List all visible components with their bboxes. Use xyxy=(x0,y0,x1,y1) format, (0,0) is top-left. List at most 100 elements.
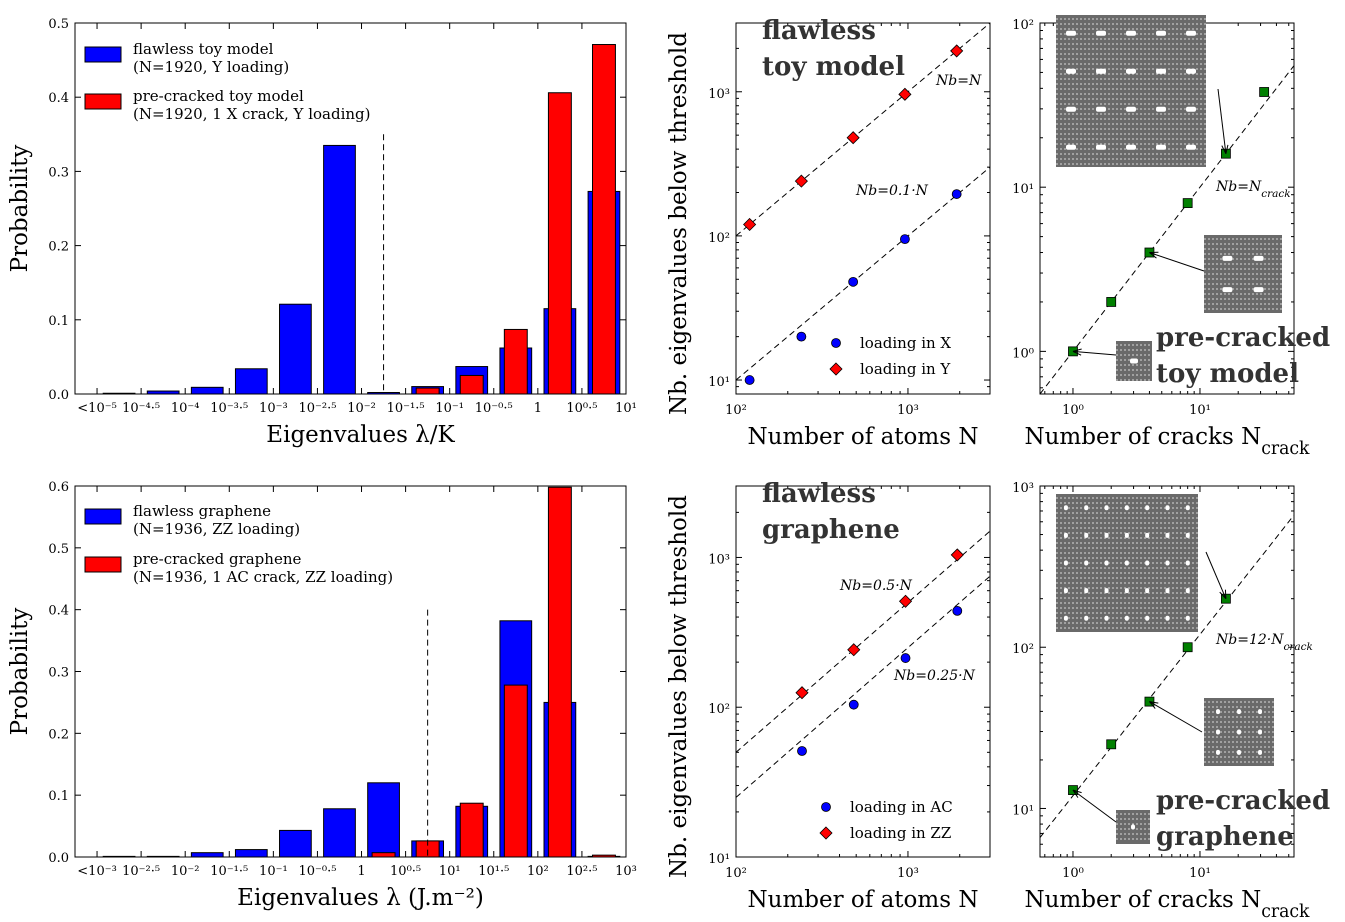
y-tick-label: 10³ xyxy=(708,552,730,567)
y-tick-label: 10¹ xyxy=(1012,803,1034,818)
lattice-crack xyxy=(1124,560,1129,566)
fit-annotation: Nb=N xyxy=(935,73,982,89)
y-tick-label: 10¹ xyxy=(708,852,730,867)
plot-frame xyxy=(1039,485,1295,858)
x-tick-label: 10⁻¹·⁵ xyxy=(387,401,425,416)
y-tick-label: 0.3 xyxy=(48,165,69,180)
lattice-crack xyxy=(1156,144,1166,150)
lattice-crack xyxy=(1126,68,1136,74)
lattice-crack xyxy=(1186,68,1196,74)
x-tick-label: 10⁰·⁵ xyxy=(566,401,597,416)
lattice-crack xyxy=(1126,144,1136,150)
lattice-fill xyxy=(1204,235,1282,313)
y-tick-label: 0.5 xyxy=(48,17,69,32)
y-tick-label: 0.0 xyxy=(48,851,69,866)
data-point xyxy=(847,643,861,657)
inset-arrow xyxy=(1072,350,1117,356)
lattice-crack xyxy=(1237,709,1241,715)
legend-note: (N=1920, 1 X crack, Y loading) xyxy=(133,105,371,123)
inset-arrowhead xyxy=(1149,251,1159,259)
lattice-fill xyxy=(1056,15,1206,167)
legend-swatch-red xyxy=(84,93,122,110)
fit-annotation: Nb=0.5·N xyxy=(839,578,913,594)
lattice-crack xyxy=(1063,588,1068,594)
x-tick-label: 10⁻¹ xyxy=(259,864,288,879)
legend-note: (N=1936, 1 AC crack, ZZ loading) xyxy=(133,568,393,586)
x-axis-label: Number of atoms N xyxy=(748,887,979,913)
legend-label: pre-cracked toy model xyxy=(133,87,304,105)
inset-arrow xyxy=(1205,551,1227,599)
x-axis-label: Eigenvalues λ (J.m⁻²) xyxy=(237,885,484,911)
x-tick-label: 10⁻⁰·⁵ xyxy=(298,864,336,879)
y-axis-label: Probability xyxy=(7,608,33,736)
y-tick-label: 10¹ xyxy=(1012,182,1034,197)
lattice-crack xyxy=(1237,729,1241,735)
inset-arrow xyxy=(1072,789,1117,823)
lattice-crack xyxy=(1063,532,1068,538)
legend-label: loading in Y xyxy=(860,360,951,378)
lattice-crack xyxy=(1084,560,1089,566)
lattice-crack xyxy=(1258,749,1262,755)
data-point xyxy=(794,174,808,188)
data-point xyxy=(848,699,859,710)
data-point xyxy=(898,594,913,608)
panel-title: toy model xyxy=(1156,359,1299,389)
x-tick-label: 10⁻²·⁵ xyxy=(298,401,336,416)
lattice-crack xyxy=(1104,615,1109,621)
lattice-crack xyxy=(1084,532,1089,538)
x-tick-label: 10² xyxy=(725,403,747,418)
x-tick-label: <10⁻³ xyxy=(77,864,117,879)
y-tick-label: 0.2 xyxy=(48,727,69,742)
lattice-crack xyxy=(1222,287,1233,293)
lattice-crack xyxy=(1186,106,1196,112)
lattice-crack xyxy=(1066,106,1076,112)
data-point xyxy=(829,362,843,376)
bar-red xyxy=(547,486,572,858)
x-tick-label: 10²·⁵ xyxy=(566,864,597,879)
lattice-crack xyxy=(1156,30,1166,36)
lattice-crack xyxy=(1165,560,1170,566)
x-tick-label: 10³ xyxy=(897,403,919,418)
lattice-crack xyxy=(1216,749,1220,755)
bar-blue xyxy=(190,852,224,858)
lattice-crack xyxy=(1084,588,1089,594)
data-point xyxy=(950,548,964,562)
y-tick-label: 0.1 xyxy=(48,789,69,804)
lattice-crack xyxy=(1063,560,1068,566)
bar-red xyxy=(503,684,528,858)
legend-note: (N=1920, Y loading) xyxy=(133,58,289,76)
lattice-crack xyxy=(1063,615,1068,621)
lattice-crack xyxy=(1258,709,1262,715)
data-point xyxy=(1106,739,1117,750)
legend-label: flawless graphene xyxy=(133,502,271,520)
lattice-crack xyxy=(1084,615,1089,621)
lattice-crack xyxy=(1066,144,1076,150)
data-point xyxy=(819,826,833,840)
hist-panel-hist1: 0.0 0.1 0.2 0.3 0.4 0.5 <10⁻⁵ 10⁻⁴·⁵ 10⁻⁴ 10⁻³·⁵ 1… xyxy=(7,17,637,448)
lattice-crack xyxy=(1096,106,1106,112)
legend-note: (N=1936, ZZ loading) xyxy=(133,520,300,538)
x-tick-label: 10⁻²·⁵ xyxy=(122,864,160,879)
hist-panel-hist2: 0.0 0.1 0.2 0.3 0.4 0.5 0.6 <10⁻³ 10⁻²·⁵ 10⁻² 10⁻¹… xyxy=(7,480,637,911)
y-tick-label: 0.2 xyxy=(48,240,69,255)
y-tick-label: 0.5 xyxy=(48,542,69,557)
y-tick-label: 10² xyxy=(1012,642,1034,657)
data-point xyxy=(1182,642,1193,653)
data-point xyxy=(797,746,807,756)
y-tick-label: 0.1 xyxy=(48,314,69,329)
panel-title: toy model xyxy=(762,52,905,82)
bar-red xyxy=(459,374,484,395)
panel-title: flawless xyxy=(762,479,876,509)
fit-line xyxy=(736,575,990,798)
lattice-crack xyxy=(1124,505,1129,511)
y-tick-label: 10³ xyxy=(1012,481,1034,496)
bar-red xyxy=(459,802,484,858)
legend-label: loading in AC xyxy=(850,798,953,816)
data-point xyxy=(744,375,755,385)
lattice-crack xyxy=(1124,532,1129,538)
x-tick-label: 10¹ xyxy=(1189,866,1211,881)
x-tick-label: 10⁻³ xyxy=(259,401,288,416)
inset-arrowhead xyxy=(1149,701,1159,709)
plot-frame xyxy=(74,22,627,395)
y-axis-label: Nb. eigenvalues below threshold xyxy=(666,32,692,415)
